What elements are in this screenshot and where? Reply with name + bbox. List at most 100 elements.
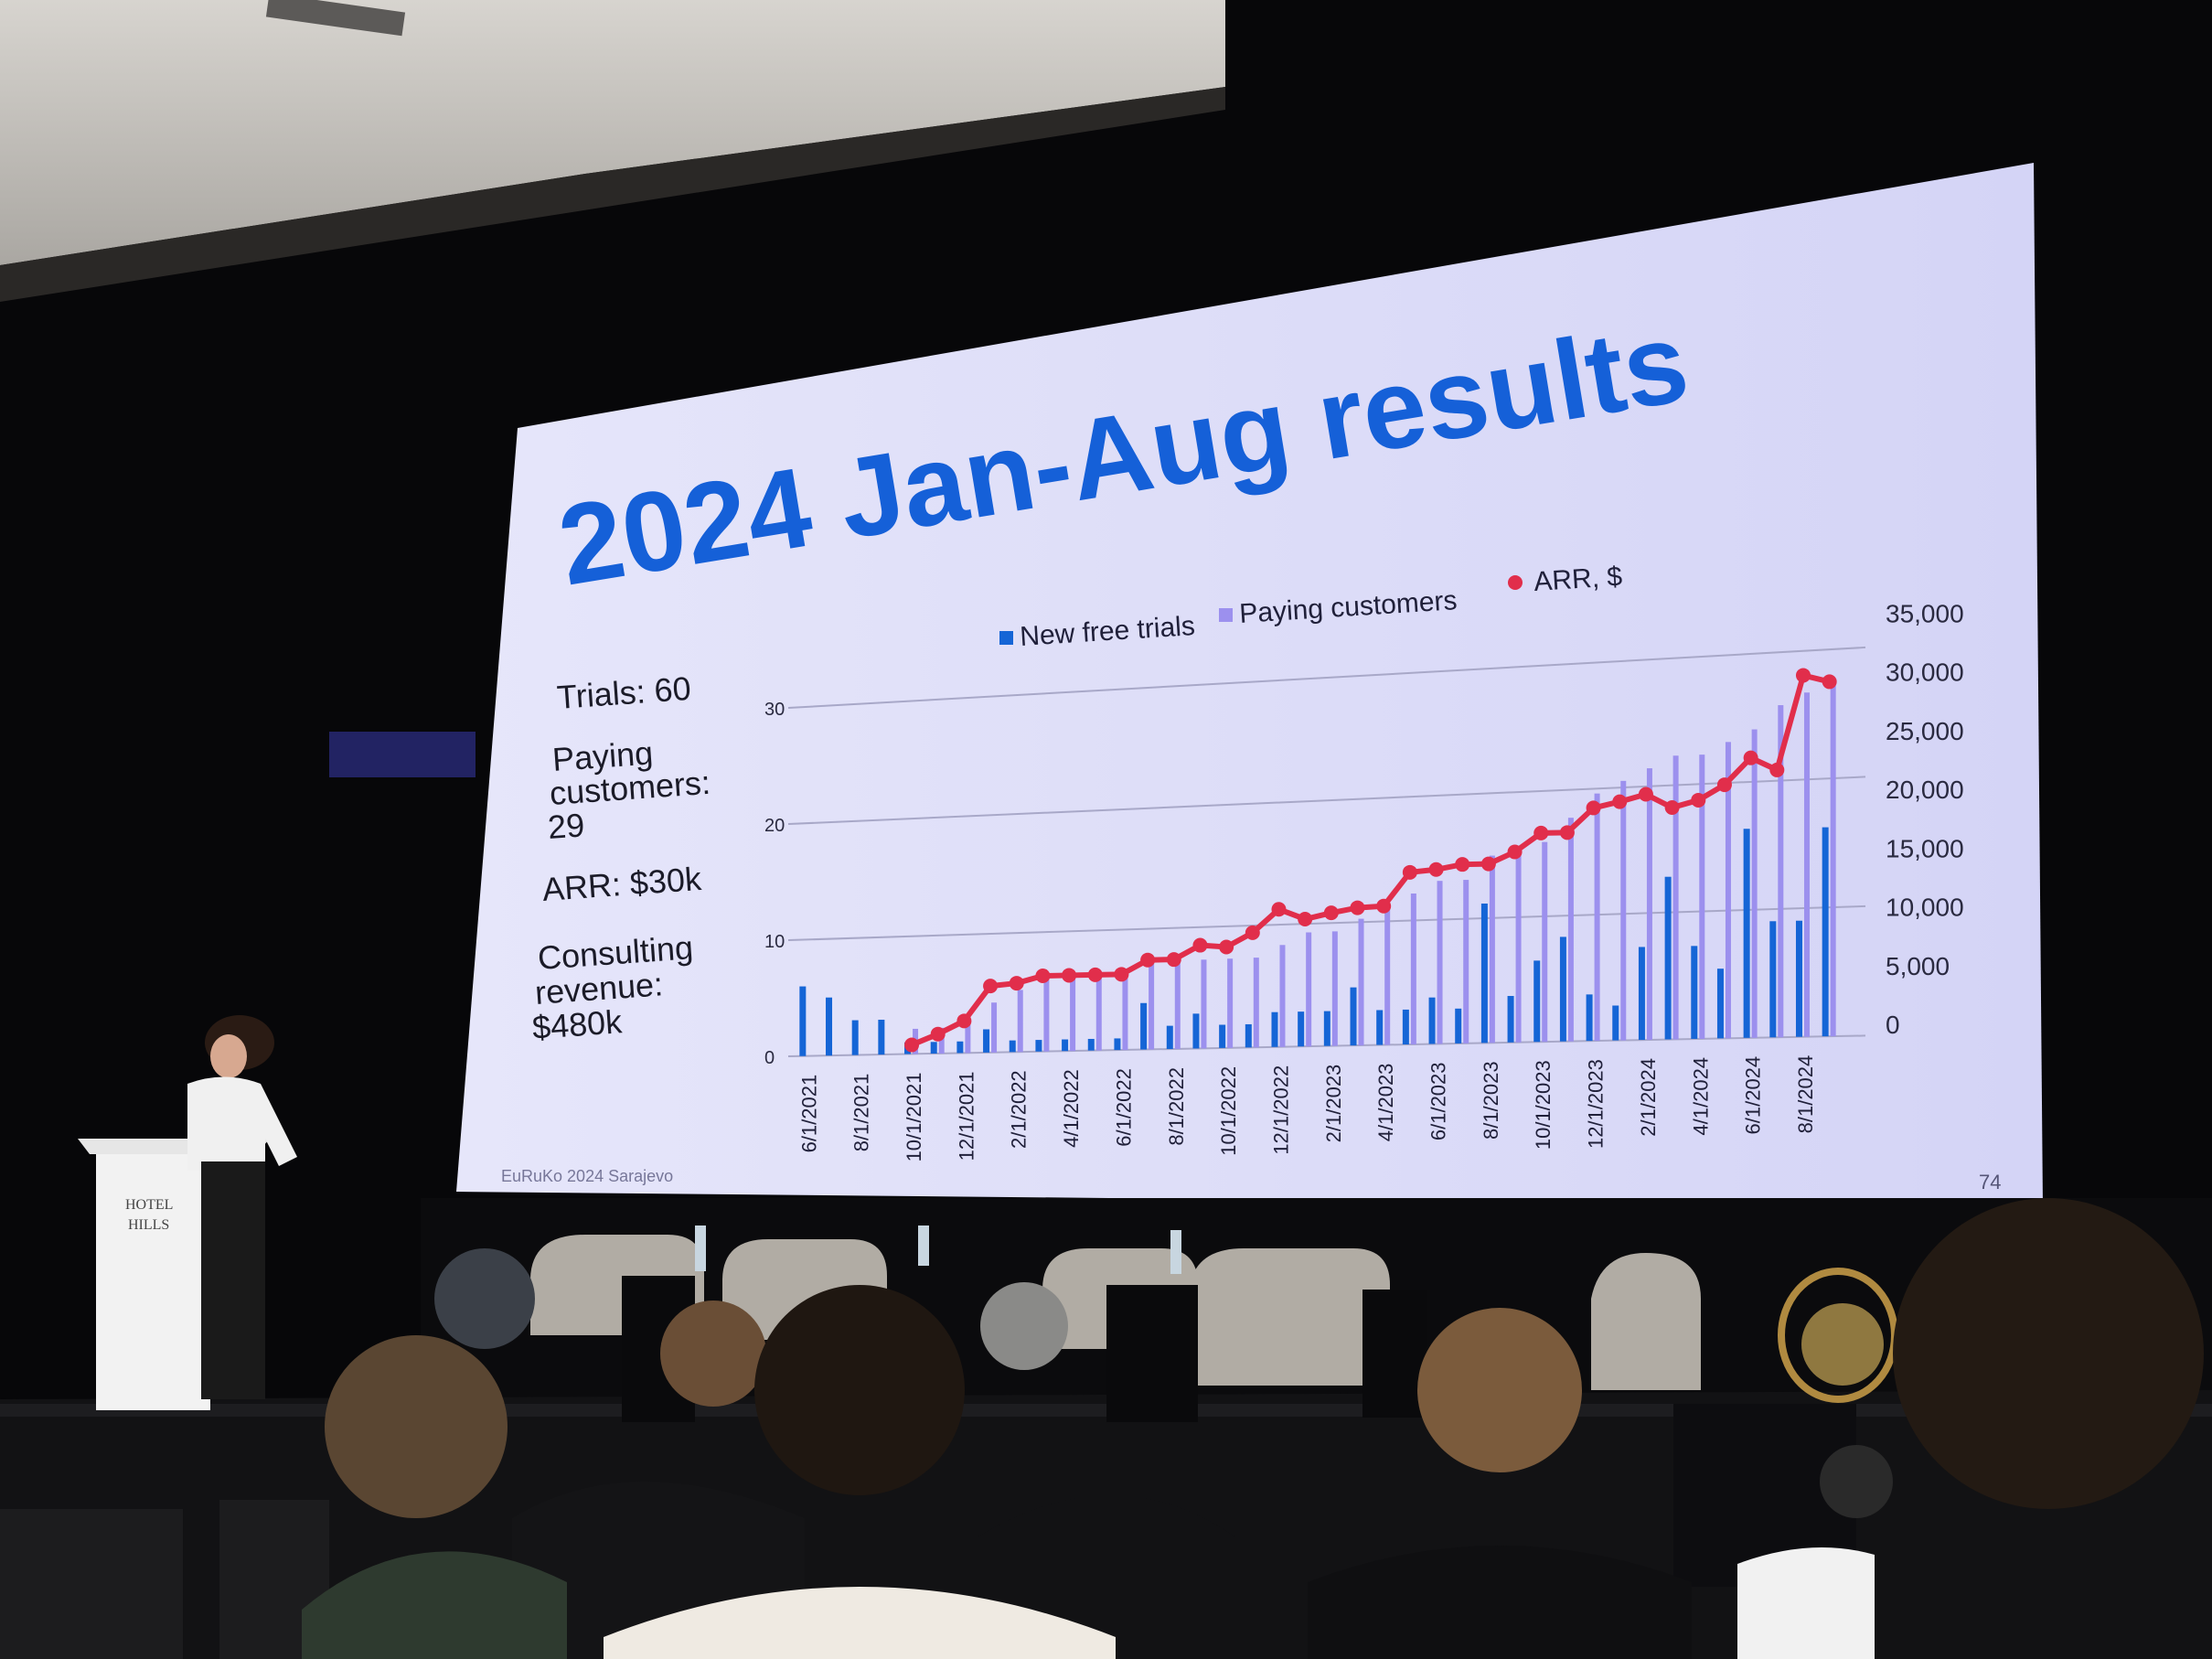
bar-paying-customers [1358, 918, 1364, 1046]
bar-new-free-trials [1009, 1040, 1016, 1053]
bar-paying-customers [1122, 974, 1128, 1051]
audience-seat-back [0, 1509, 183, 1659]
arr-point [1035, 968, 1051, 983]
arr-point [1009, 976, 1024, 991]
audience-shoulders [604, 1587, 1116, 1659]
bar-paying-customers [1463, 880, 1469, 1044]
bar-paying-customers [1699, 755, 1705, 1039]
bar-paying-customers [1279, 945, 1286, 1047]
bar-paying-customers [1751, 729, 1758, 1038]
stat-consulting-3: $480k [531, 1002, 625, 1046]
bar-paying-customers [1253, 958, 1259, 1048]
y-right-tick-label: 25,000 [1886, 717, 1964, 745]
bar-paying-customers [1017, 990, 1023, 1053]
bar-paying-customers [1331, 931, 1338, 1046]
audience-head [434, 1248, 535, 1349]
bar-new-free-trials [1769, 921, 1777, 1038]
y-left-tick-label: 20 [764, 816, 785, 836]
projection-screen [456, 163, 2043, 1207]
y-right-tick-label: 15,000 [1886, 834, 1964, 862]
bar-new-free-trials [1743, 829, 1750, 1038]
arr-point [1219, 939, 1234, 955]
bar-paying-customers [1384, 905, 1391, 1045]
x-tick-label: 12/1/2023 [1585, 1059, 1608, 1149]
bar-paying-customers [1646, 768, 1652, 1041]
speaker-shirt [187, 1076, 297, 1171]
stage-edge [0, 1404, 2212, 1417]
bar-new-free-trials [1402, 1009, 1409, 1045]
bar-paying-customers [1437, 881, 1443, 1044]
bar-new-free-trials [1219, 1024, 1226, 1048]
y-left-tick-label: 10 [764, 932, 785, 952]
x-tick-label: 8/1/2023 [1480, 1061, 1502, 1140]
bar-new-free-trials [1062, 1039, 1069, 1052]
bar-new-free-trials [1480, 903, 1488, 1044]
arr-point [1533, 825, 1549, 840]
bar-new-free-trials [1376, 1010, 1384, 1045]
arr-point [1087, 967, 1103, 982]
bar-paying-customers [1803, 692, 1810, 1037]
arr-point [1507, 844, 1523, 860]
audience-head [1820, 1445, 1893, 1518]
x-tick-label: 8/1/2021 [850, 1074, 873, 1152]
x-tick-label: 6/1/2022 [1112, 1068, 1135, 1147]
arr-point [1166, 952, 1181, 968]
arr-point [1245, 925, 1260, 940]
bar-paying-customers [1725, 742, 1731, 1039]
arr-point [1716, 777, 1732, 793]
bar-paying-customers [1542, 841, 1548, 1043]
y-left-tick-label: 30 [764, 700, 785, 720]
x-tick-label: 4/1/2023 [1374, 1064, 1397, 1142]
arr-point [1350, 900, 1365, 915]
speaker [187, 1015, 297, 1399]
x-tick-label: 8/1/2022 [1165, 1067, 1188, 1146]
podium-body [96, 1154, 210, 1410]
arr-point [1140, 952, 1156, 968]
bar-new-free-trials [1035, 1040, 1042, 1052]
bar-new-free-trials [1586, 994, 1593, 1042]
bar-paying-customers [1594, 793, 1600, 1042]
podium: HOTEL HILLS [78, 1139, 270, 1410]
legend-swatch-customers [1219, 608, 1233, 622]
bar-new-free-trials [1428, 997, 1436, 1044]
arr-point [1664, 800, 1680, 816]
slide-footer: EuRuKo 2024 Sarajevo [501, 1167, 673, 1185]
y-right-tick-label: 30,000 [1886, 658, 1964, 687]
y-right-tick-label: 35,000 [1886, 599, 1964, 627]
arr-point [1455, 857, 1470, 872]
arr-point [1480, 856, 1496, 872]
bar-paying-customers [1672, 755, 1679, 1040]
bar-paying-customers [1070, 976, 1076, 1052]
bar-new-free-trials [1533, 960, 1541, 1043]
x-tick-label: 10/1/2022 [1217, 1066, 1240, 1156]
ceiling-light [265, 0, 406, 37]
bar-paying-customers [1830, 680, 1836, 1037]
bar-new-free-trials [983, 1029, 990, 1053]
x-tick-label: 2/1/2023 [1322, 1065, 1345, 1143]
bar-paying-customers [1620, 780, 1627, 1041]
bar-new-free-trials [878, 1020, 885, 1055]
arr-point [1795, 668, 1811, 683]
y-right-tick-label: 5,000 [1886, 952, 1950, 980]
x-tick-label: 4/1/2022 [1060, 1069, 1083, 1148]
bar-new-free-trials [1455, 1008, 1462, 1044]
arr-point [983, 979, 999, 994]
bar-new-free-trials [851, 1020, 859, 1055]
bar-paying-customers [991, 1002, 998, 1053]
x-tick-label: 8/1/2024 [1794, 1055, 1817, 1134]
stat-paying-1: Paying [551, 733, 655, 778]
ceiling-shadow [0, 87, 1225, 302]
bar-new-free-trials [1716, 969, 1724, 1039]
bar-new-free-trials [1087, 1038, 1095, 1051]
bar-new-free-trials [1350, 987, 1357, 1046]
speaker-legs [201, 1161, 265, 1399]
audience [0, 1198, 2204, 1659]
legend-label-arr: ARR, $ [1533, 562, 1623, 597]
arr-point [1402, 864, 1417, 880]
arr-point [1638, 787, 1653, 802]
arr-point [1323, 905, 1339, 921]
stage-table [1362, 1290, 1427, 1418]
arr-point [1586, 800, 1601, 816]
bar-new-free-trials [1323, 1011, 1330, 1046]
